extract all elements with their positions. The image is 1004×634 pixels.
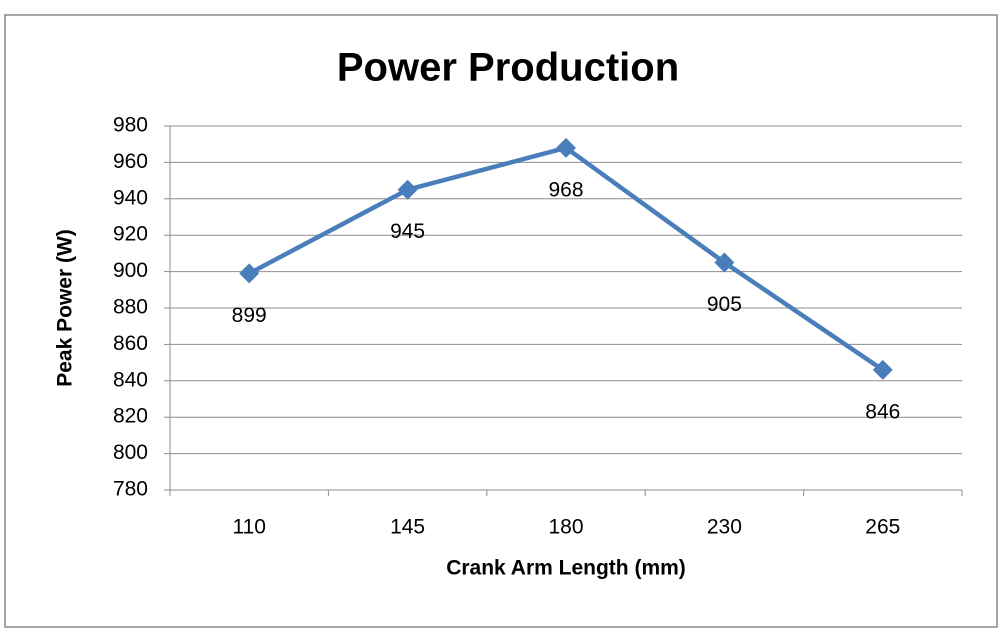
x-tick-label: 145	[390, 516, 425, 539]
x-tick-label: 265	[865, 516, 900, 539]
y-tick-label: 880	[113, 296, 148, 319]
marker	[556, 137, 576, 158]
marker	[397, 179, 418, 200]
y-tick-label: 800	[113, 441, 148, 464]
y-tick-label: 960	[113, 150, 148, 173]
x-tick-label: 230	[707, 516, 742, 539]
marker	[714, 252, 735, 273]
y-tick-label: 860	[113, 332, 148, 355]
x-tick-label: 180	[548, 516, 583, 539]
chart-title: Power Production	[337, 46, 679, 90]
y-tick-label: 920	[113, 223, 148, 246]
data-label: 945	[390, 220, 425, 243]
y-tick-label: 820	[113, 405, 148, 428]
data-label: 968	[548, 178, 583, 201]
data-label: 905	[707, 293, 742, 316]
chart-border	[4, 14, 998, 628]
x-tick-label: 110	[232, 516, 265, 539]
marker	[239, 263, 260, 284]
y-tick-label: 940	[113, 186, 148, 209]
y-tick-label: 840	[113, 368, 148, 391]
y-axis-title: Peak Power (W)	[54, 229, 77, 387]
data-label: 846	[865, 400, 900, 423]
marker	[872, 359, 893, 380]
y-tick-label: 900	[113, 259, 148, 282]
y-tick-label: 780	[113, 478, 148, 501]
x-axis-title: Crank Arm Length (mm)	[446, 557, 686, 580]
y-tick-label: 980	[113, 114, 148, 137]
data-label: 899	[232, 304, 267, 327]
